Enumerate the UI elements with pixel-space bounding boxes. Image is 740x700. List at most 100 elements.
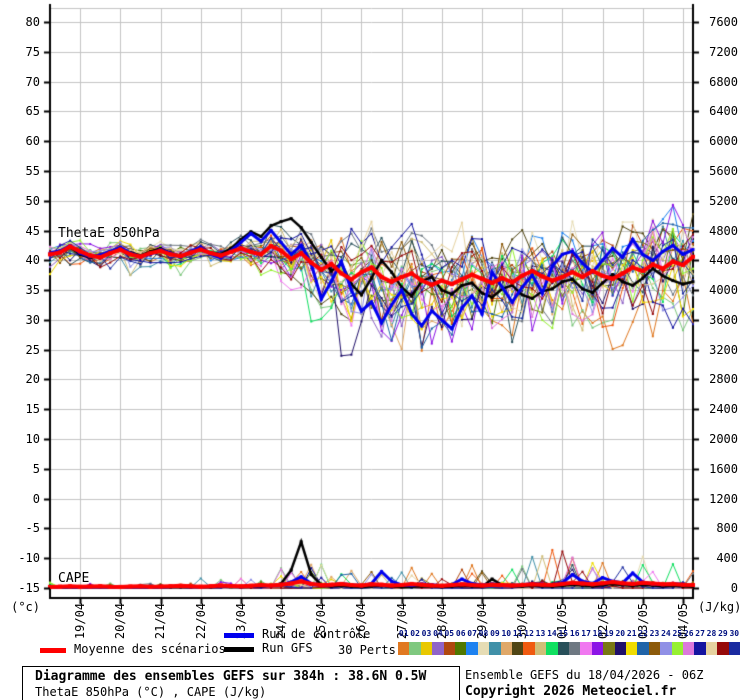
perturbation-number: 24 <box>661 629 671 638</box>
y-left-tick-label: 25 <box>25 342 40 357</box>
y-left-tick-label: 45 <box>25 223 40 238</box>
perturbation-number: 01 <box>398 629 409 638</box>
y-left-tick-label: -10 <box>18 551 40 566</box>
y-left-tick-label: 15 <box>25 402 40 417</box>
y-left-tick-label: 30 <box>25 312 40 327</box>
y-left-tick-label: 0 <box>32 491 40 506</box>
gfs-legend-label: Run GFS <box>262 641 313 655</box>
perturbation-color-swatch <box>717 642 729 655</box>
y-left-tick-label: 60 <box>25 134 40 149</box>
y-left-tick-label: 70 <box>25 74 40 89</box>
y-left-tick-label: 40 <box>25 253 40 268</box>
y-right-tick-label: 3200 <box>709 342 738 357</box>
y-left-tick-label: 65 <box>25 104 40 119</box>
y-right-tick-label: 6800 <box>709 74 738 89</box>
perts-count-label: 30 Perts. <box>338 643 404 657</box>
y-right-tick-label: 2800 <box>709 372 738 387</box>
y-right-tick-label: 2000 <box>709 432 738 447</box>
perturbation-number: 02 <box>410 629 420 638</box>
perturbation-number: 07 <box>467 629 477 638</box>
y-right-unit-label: (J/kg) <box>698 600 740 614</box>
perturbation-color-swatch <box>455 642 467 655</box>
perturbation-number: 11 <box>512 629 523 638</box>
perturbation-color-swatch <box>443 642 455 655</box>
y-right-tick-label: 6000 <box>709 134 738 149</box>
y-right-tick-label: 6400 <box>709 104 738 119</box>
y-right-tick-label: 5600 <box>709 163 738 178</box>
y-left-tick-label: -5 <box>25 521 40 536</box>
y-right-tick-label: 7200 <box>709 44 738 59</box>
control-legend-label: Run de contrôle <box>262 627 371 641</box>
perturbation-color-swatch <box>603 642 615 655</box>
perturbation-number: 26 <box>683 629 694 638</box>
copyright-notice: Copyright 2026 Meteociel.fr <box>465 684 677 699</box>
perturbation-color-swatch <box>557 642 569 655</box>
perturbation-number: 12 <box>524 629 534 638</box>
y-right-tick-label: 4800 <box>709 223 738 238</box>
x-axis-date-label: 20/04 <box>113 602 128 640</box>
perturbation-number: 19 <box>604 629 614 638</box>
y-right-tick-label: 4400 <box>709 253 738 268</box>
perturbation-color-swatch <box>660 642 672 655</box>
y-right-tick-label: 400 <box>716 551 738 566</box>
y-right-tick-label: 5200 <box>709 193 738 208</box>
perturbation-color-swatch <box>705 642 718 655</box>
y-left-tick-label: 55 <box>25 163 40 178</box>
perturbation-color-swatch <box>671 642 683 655</box>
perturbation-color-swatch <box>500 642 512 655</box>
perturbation-color-swatch <box>637 642 649 655</box>
perturbation-color-swatch <box>580 642 592 655</box>
perturbation-color-swatch <box>420 642 433 655</box>
perturbation-color-swatch <box>626 642 638 655</box>
perturbation-color-swatch <box>569 642 581 655</box>
perturbation-color-swatch <box>591 642 604 655</box>
perturbation-color-swatch <box>432 642 444 655</box>
perturbation-number: 09 <box>490 629 500 638</box>
y-right-tick-label: 3600 <box>709 312 738 327</box>
perturbation-number: 15 <box>558 629 569 638</box>
y-right-tick-label: 0 <box>730 581 738 595</box>
perturbation-number: 29 <box>718 629 728 638</box>
y-right-tick-label: 1600 <box>709 461 738 476</box>
y-left-unit-label: (°c) <box>11 600 40 614</box>
perturbation-number: 21 <box>626 629 637 638</box>
y-right-tick-label: 7600 <box>709 15 738 29</box>
y-right-tick-label: 2400 <box>709 402 738 417</box>
cape-series-label: CAPE <box>58 571 90 586</box>
x-axis-date-label: 19/04 <box>73 602 88 640</box>
y-left-tick-label: 50 <box>25 193 40 208</box>
perturbation-number: 16 <box>569 629 580 638</box>
perturbation-color-swatch <box>512 642 524 655</box>
perturbation-number: 03 <box>421 629 432 638</box>
mean-legend-swatch <box>40 648 66 653</box>
perturbation-color-swatch <box>477 642 490 655</box>
y-left-tick-label: -15 <box>18 581 40 595</box>
y-left-tick-label: 80 <box>25 15 40 29</box>
chart-title: Diagramme des ensembles GEFS sur 384h : … <box>35 669 427 684</box>
perturbation-number: 22 <box>638 629 648 638</box>
x-axis-date-label: 21/04 <box>153 602 168 640</box>
model-run-info: Ensemble GEFS du 18/04/2026 - 06Z <box>465 668 704 682</box>
perturbation-color-swatch <box>683 642 695 655</box>
perturbation-number: 14 <box>547 629 557 638</box>
perturbation-color-swatch <box>398 642 410 655</box>
perturbation-number: 04 <box>433 629 443 638</box>
mean-legend-label: Moyenne des scénarios <box>74 642 226 656</box>
perturbation-color-swatch <box>409 642 421 655</box>
perturbation-color-swatch <box>614 642 626 655</box>
perturbation-number: 25 <box>672 629 683 638</box>
x-axis-date-label: 22/04 <box>193 602 208 640</box>
y-left-tick-label: 10 <box>25 432 40 447</box>
y-right-tick-label: 4000 <box>709 283 738 298</box>
perturbation-number: 10 <box>501 629 512 638</box>
chart-info-box: Diagramme des ensembles GEFS sur 384h : … <box>22 666 460 700</box>
perturbation-color-swatch <box>534 642 547 655</box>
y-right-tick-label: 800 <box>716 521 738 536</box>
perturbation-color-swatch <box>694 642 706 655</box>
perturbation-number: 06 <box>455 629 466 638</box>
perturbation-number: 20 <box>615 629 626 638</box>
y-left-tick-label: 5 <box>32 461 40 476</box>
perturbation-number: 27 <box>695 629 705 638</box>
